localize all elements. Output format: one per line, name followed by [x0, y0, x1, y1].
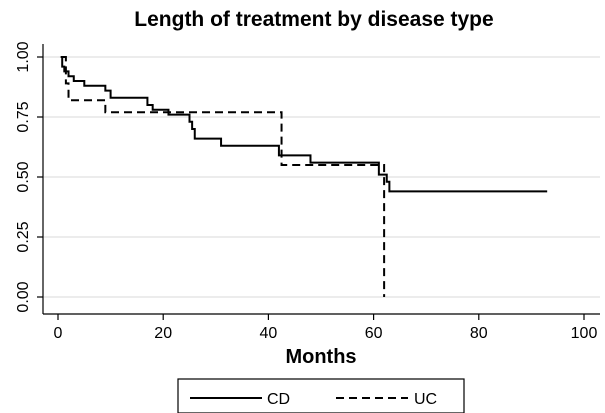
x-tick-label: 0	[54, 325, 63, 342]
x-axis-label: Months	[285, 346, 356, 368]
x-tick-label: 80	[470, 325, 488, 342]
y-tick-label: 0.25	[15, 221, 32, 252]
x-tick-label: 20	[154, 325, 172, 342]
y-axis-ticks: 0.00 0.25 0.50 0.75 1.00	[15, 41, 43, 313]
plot-lines	[60, 56, 548, 297]
x-tick-label: 60	[365, 325, 383, 342]
legend-label-uc: UC	[414, 391, 437, 408]
y-tick-label: 0.50	[15, 161, 32, 192]
x-tick-label: 40	[260, 325, 278, 342]
gridlines	[43, 56, 600, 298]
legend-label-cd: CD	[267, 391, 290, 408]
axes	[42, 44, 600, 315]
x-axis-ticks: 0 20 40 60 80 100	[54, 314, 598, 342]
y-tick-label: 0.00	[15, 281, 32, 312]
legend-box	[177, 378, 465, 413]
x-tick-label: 100	[571, 325, 598, 342]
y-tick-label: 0.75	[15, 101, 32, 132]
y-tick-label: 1.00	[15, 41, 32, 72]
chart-title: Length of treatment by disease type	[134, 8, 493, 31]
legend: CD UC	[177, 378, 465, 413]
